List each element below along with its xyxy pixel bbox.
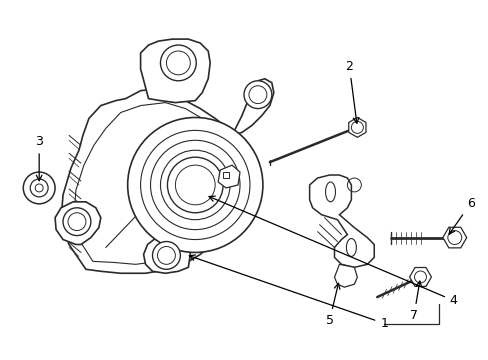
Polygon shape [409,267,430,287]
Circle shape [63,208,91,235]
Polygon shape [143,235,190,273]
Circle shape [160,150,230,220]
Circle shape [127,117,263,252]
Circle shape [30,179,48,197]
Circle shape [166,51,190,75]
Circle shape [167,157,223,213]
Text: 1: 1 [189,255,387,330]
Polygon shape [334,264,357,287]
Circle shape [23,172,55,204]
Circle shape [160,45,196,81]
Circle shape [141,130,249,239]
Circle shape [152,242,180,269]
Ellipse shape [346,239,356,256]
Text: 2: 2 [345,60,358,123]
Polygon shape [348,117,365,137]
Text: 7: 7 [409,281,421,322]
Polygon shape [74,103,232,264]
Circle shape [150,140,240,230]
Polygon shape [232,79,273,135]
Polygon shape [309,175,373,267]
Text: 4: 4 [209,196,457,307]
Polygon shape [218,165,240,188]
Polygon shape [141,39,210,103]
Polygon shape [223,172,228,178]
Text: 5: 5 [325,283,339,327]
Polygon shape [55,202,101,244]
Circle shape [244,81,271,109]
Polygon shape [61,89,247,273]
Text: 3: 3 [35,135,43,181]
Ellipse shape [325,182,335,202]
Text: 6: 6 [448,197,474,234]
Polygon shape [442,227,466,248]
Circle shape [175,165,215,205]
